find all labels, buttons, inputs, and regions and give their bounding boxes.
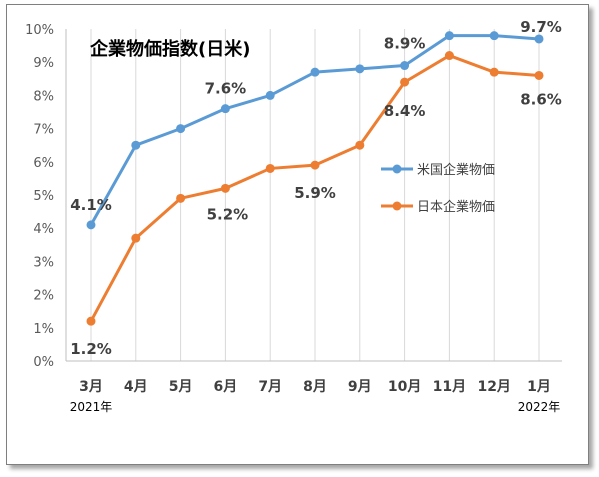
x-tick-label: 5月 bbox=[169, 379, 193, 395]
data-label: 4.1% bbox=[70, 196, 112, 214]
y-tick-label: 2% bbox=[33, 289, 54, 304]
legend-label: 米国企業物価 bbox=[417, 162, 495, 178]
y-tick-label: 6% bbox=[33, 156, 54, 171]
data-label: 8.6% bbox=[520, 90, 562, 108]
y-tick-label: 5% bbox=[33, 189, 54, 204]
data-point-0 bbox=[355, 64, 365, 74]
data-point-1 bbox=[400, 77, 410, 87]
y-tick-label: 4% bbox=[33, 222, 54, 237]
data-point-0 bbox=[131, 140, 141, 150]
y-tick-label: 1% bbox=[33, 322, 54, 337]
data-label: 9.7% bbox=[520, 18, 562, 36]
y-tick-label: 9% bbox=[33, 56, 54, 71]
x-tick-label: 12月 bbox=[477, 379, 510, 395]
y-tick-label: 7% bbox=[33, 123, 54, 138]
data-point-0 bbox=[310, 67, 320, 77]
x-tick-label: 1月 bbox=[527, 379, 551, 395]
data-point-1 bbox=[265, 163, 275, 173]
x-tick-label: 8月 bbox=[303, 379, 327, 395]
x-sublabel: 2021年 bbox=[70, 400, 113, 414]
data-point-0 bbox=[534, 34, 544, 44]
x-tick-label: 9月 bbox=[348, 379, 372, 395]
data-point-0 bbox=[220, 104, 230, 114]
chart-title: 企業物価指数(日米) bbox=[89, 38, 250, 60]
data-point-0 bbox=[444, 31, 454, 41]
data-point-0 bbox=[489, 31, 499, 41]
x-sublabel: 2022年 bbox=[518, 400, 561, 414]
data-point-1 bbox=[176, 193, 186, 203]
x-tick-label: 7月 bbox=[258, 379, 282, 395]
legend-swatch-marker bbox=[392, 164, 402, 174]
data-label: 8.4% bbox=[384, 102, 426, 120]
y-tick-label: 0% bbox=[33, 355, 54, 370]
x-tick-label: 3月 bbox=[79, 379, 103, 395]
data-point-0 bbox=[176, 124, 186, 134]
data-point-0 bbox=[400, 61, 410, 71]
data-point-0 bbox=[86, 220, 96, 230]
data-point-1 bbox=[86, 316, 96, 326]
data-point-1 bbox=[131, 233, 141, 243]
legend-swatch-marker bbox=[392, 201, 402, 211]
legend-label: 日本企業物価 bbox=[417, 199, 495, 215]
data-point-1 bbox=[310, 160, 320, 170]
data-label: 7.6% bbox=[205, 80, 247, 98]
x-tick-label: 10月 bbox=[388, 379, 421, 395]
data-point-1 bbox=[220, 183, 230, 193]
data-label: 5.2% bbox=[207, 205, 249, 223]
y-tick-label: 8% bbox=[33, 89, 54, 104]
y-tick-label: 10% bbox=[25, 23, 54, 38]
data-point-1 bbox=[489, 67, 499, 77]
y-tick-label: 3% bbox=[33, 255, 54, 270]
data-point-1 bbox=[444, 51, 454, 61]
x-tick-label: 6月 bbox=[214, 379, 238, 395]
x-tick-label: 11月 bbox=[433, 379, 466, 395]
data-label: 1.2% bbox=[70, 340, 112, 358]
data-label: 8.9% bbox=[384, 35, 426, 53]
data-label: 5.9% bbox=[294, 184, 336, 202]
data-point-0 bbox=[265, 90, 275, 100]
x-tick-label: 4月 bbox=[124, 379, 148, 395]
data-point-1 bbox=[355, 140, 365, 150]
data-point-1 bbox=[534, 70, 544, 80]
